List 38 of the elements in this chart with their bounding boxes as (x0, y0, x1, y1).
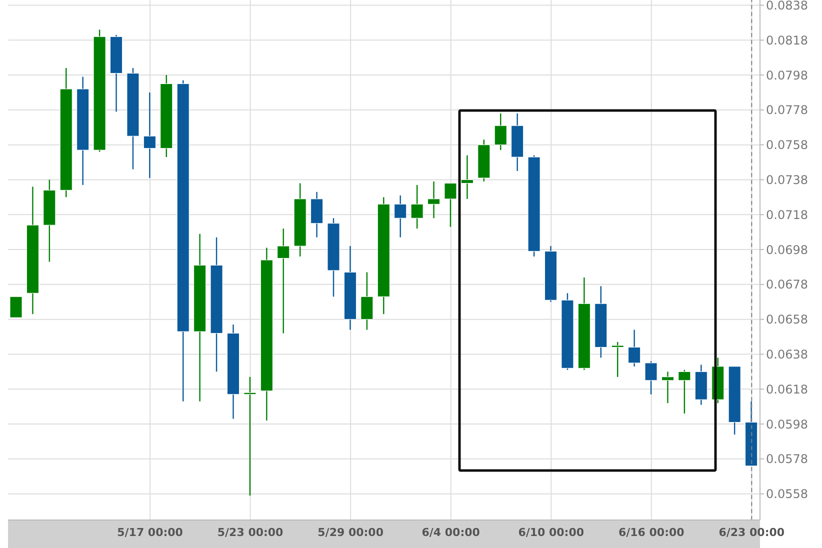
candlestick (277, 228, 290, 334)
y-tick-label: 0.0838 (766, 0, 808, 12)
candlestick (611, 341, 624, 378)
y-tick-label: 0.0618 (766, 382, 808, 396)
y-tick-label: 0.0738 (766, 172, 808, 187)
y-tick-label: 0.0718 (766, 208, 808, 222)
y-tick-label: 0.0638 (766, 347, 808, 362)
candlestick (428, 180, 440, 219)
x-tick-label: 5/29 00:00 (318, 526, 384, 539)
y-tick-label: 0.0798 (766, 68, 808, 82)
candlestick (494, 112, 507, 151)
y-tick-label: 0.0778 (766, 103, 808, 118)
candlestick (444, 182, 457, 228)
candlestick (460, 154, 474, 200)
y-tick-label: 0.0558 (766, 487, 808, 502)
x-tick-label: 5/17 00:00 (117, 526, 184, 539)
y-tick-label: 0.0678 (766, 278, 808, 292)
x-tick-label: 6/16 00:00 (618, 526, 685, 539)
y-tick-label: 0.0598 (766, 417, 808, 432)
y-tick-label: 0.0658 (766, 312, 808, 327)
x-tick-label: 6/4 00:00 (422, 526, 480, 539)
candlestick (360, 272, 374, 330)
candlestick (661, 371, 674, 404)
candlestick (628, 329, 641, 368)
x-tick-label: 6/23 00:00 (718, 526, 785, 539)
candlestick (10, 296, 22, 318)
y-tick-label: 0.0578 (766, 452, 808, 466)
x-tick-label: 6/10 00:00 (518, 526, 584, 539)
candlestick (410, 184, 424, 230)
candlestick (644, 360, 658, 395)
candlestick (678, 369, 691, 414)
candlestick (244, 376, 256, 496)
y-tick-label: 0.0758 (766, 138, 808, 152)
candlestick (143, 92, 156, 179)
y-tick-label: 0.0818 (766, 33, 808, 48)
candlestick (394, 194, 407, 238)
y-tick-label: 0.0698 (766, 242, 808, 257)
x-tick-label: 5/23 00:00 (217, 526, 284, 539)
